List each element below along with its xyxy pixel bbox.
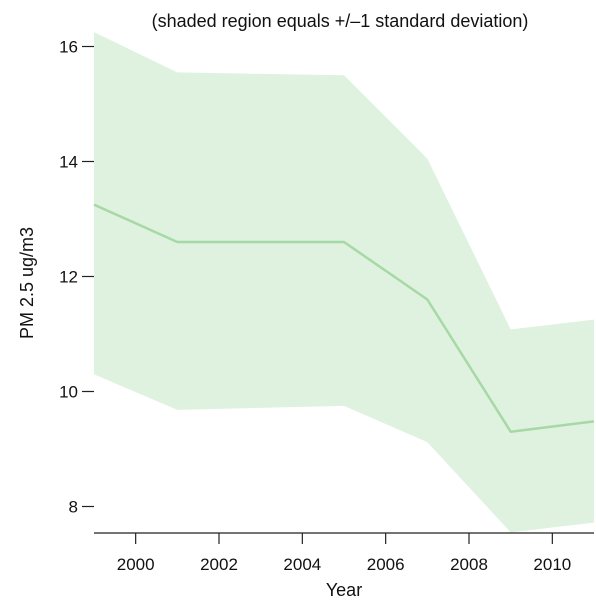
x-tick-label: 2010 xyxy=(533,555,571,574)
y-axis-title: PM 2.5 ug/m3 xyxy=(17,227,37,339)
x-tick-label: 2004 xyxy=(283,555,321,574)
mean-line xyxy=(93,203,595,433)
std-dev-band xyxy=(94,32,594,533)
x-axis-title: Year xyxy=(326,580,362,600)
x-tick-label: 2006 xyxy=(367,555,405,574)
x-tick-label: 2008 xyxy=(450,555,488,574)
y-tick-label: 10 xyxy=(59,383,78,402)
x-tick-label: 2000 xyxy=(117,555,155,574)
y-axis: 8 10 12 14 16 xyxy=(59,38,94,517)
chart-subtitle: (shaded region equals +/‒1 standard devi… xyxy=(152,11,529,31)
y-tick-label: 12 xyxy=(59,268,78,287)
x-axis: 2000 2002 2004 2006 2008 2010 xyxy=(117,533,571,574)
y-tick-label: 14 xyxy=(59,153,78,172)
y-tick-label: 8 xyxy=(69,498,78,517)
x-tick-label: 2002 xyxy=(200,555,238,574)
y-tick-label: 16 xyxy=(59,38,78,57)
